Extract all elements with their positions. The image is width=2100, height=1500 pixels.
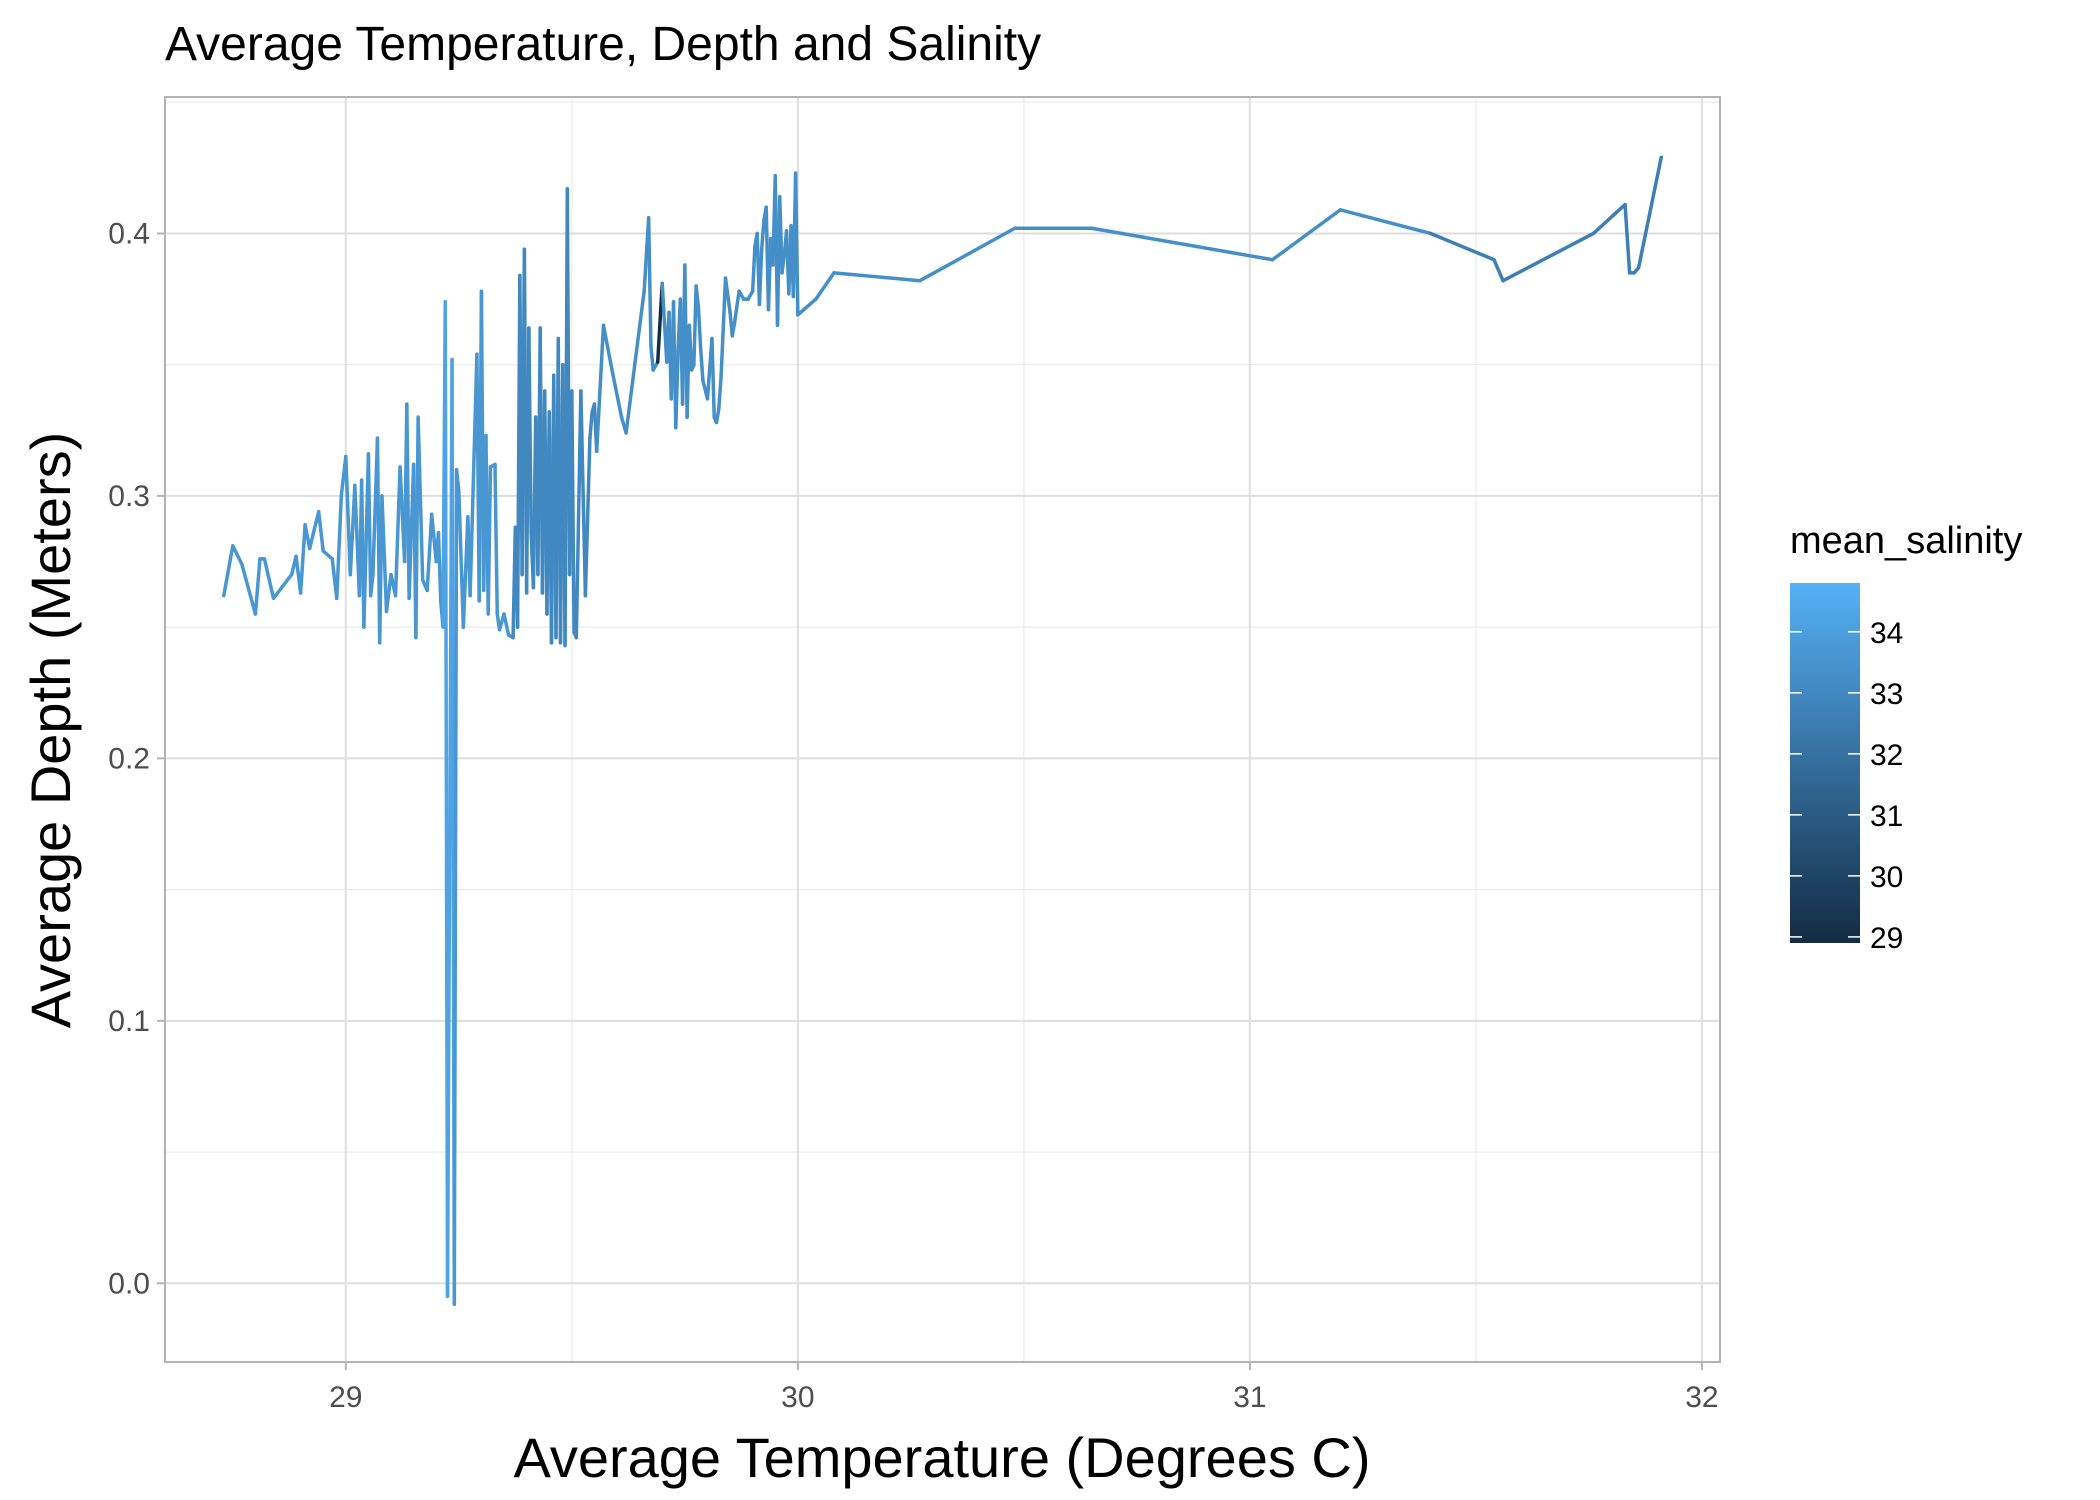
x-tick-label: 29 xyxy=(329,1381,362,1414)
series-line xyxy=(222,155,1663,1307)
line-segment xyxy=(583,436,592,598)
line-segment xyxy=(1089,226,1275,262)
line-segment xyxy=(719,276,728,380)
line-segment xyxy=(793,171,800,317)
legend-tick-label: 34 xyxy=(1870,617,1903,650)
line-segment xyxy=(316,509,325,553)
line-segment xyxy=(321,549,335,561)
line-segment xyxy=(723,276,732,314)
line-segment xyxy=(698,347,705,383)
y-axis: 0.0 0.1 0.2 0.3 0.4 xyxy=(108,217,165,1300)
line-segment xyxy=(1501,231,1596,283)
line-segment xyxy=(694,284,701,309)
line-segment xyxy=(380,494,389,614)
line-segment xyxy=(1338,208,1433,236)
plot-panel xyxy=(165,97,1720,1362)
line-segment xyxy=(1636,155,1663,270)
plot-border xyxy=(164,96,1721,1363)
major-gridlines xyxy=(165,97,1720,1362)
line-segment xyxy=(393,465,402,598)
legend-ticks: 29 30 31 32 33 34 xyxy=(1790,617,1903,955)
line-segment xyxy=(436,530,443,603)
line-segment xyxy=(1492,257,1505,283)
minor-gridlines xyxy=(165,97,1720,1362)
line-segment xyxy=(1428,231,1496,262)
line-segment xyxy=(262,557,276,601)
y-axis-title: Average Depth (Meters) xyxy=(19,432,82,1029)
line-segment xyxy=(222,544,235,598)
line-segment xyxy=(624,289,646,435)
line-segment xyxy=(601,323,615,375)
line-segment xyxy=(588,410,594,440)
x-tick-label: 30 xyxy=(781,1381,814,1414)
line-segment xyxy=(271,572,294,601)
line-segment xyxy=(384,572,393,614)
legend-tick-label: 29 xyxy=(1870,922,1903,955)
line-segment xyxy=(832,271,922,283)
y-tick-label: 0.4 xyxy=(108,217,150,250)
line-segment xyxy=(757,247,764,307)
line-segment xyxy=(759,218,766,251)
legend-title: mean_salinity xyxy=(1790,520,2022,562)
line-segment xyxy=(780,252,787,275)
line-segment xyxy=(750,244,757,293)
line-segment xyxy=(710,336,716,419)
line-segment xyxy=(687,323,694,372)
line-segment xyxy=(714,407,721,425)
line-segment xyxy=(814,271,836,301)
line-segment xyxy=(452,467,459,1307)
line-segment xyxy=(231,544,244,566)
legend: mean_salinity 29 30 31 32 33 34 xyxy=(1790,520,2022,955)
line-segment xyxy=(646,215,653,349)
line-segment xyxy=(416,415,425,582)
line-segment xyxy=(486,465,493,616)
line-segment xyxy=(527,326,533,535)
line-segment xyxy=(674,349,680,430)
line-segment xyxy=(454,467,461,493)
line-segment xyxy=(730,320,737,338)
line-segment xyxy=(253,557,262,616)
line-segment xyxy=(610,370,624,419)
line-segment xyxy=(570,389,576,635)
legend-colorbar xyxy=(1790,583,1860,943)
x-tick-label: 31 xyxy=(1233,1381,1266,1414)
line-segment xyxy=(1623,202,1632,275)
line-segment xyxy=(366,452,373,598)
line-segment xyxy=(918,226,1017,283)
line-segment xyxy=(649,344,655,372)
line-segment xyxy=(298,523,307,595)
x-axis: 29 30 31 32 xyxy=(329,1362,1719,1414)
line-segment xyxy=(240,562,258,616)
legend-tick-label: 30 xyxy=(1870,861,1903,894)
line-segment xyxy=(778,194,784,275)
y-tick-label: 0.1 xyxy=(108,1005,150,1038)
line-segment xyxy=(692,284,698,367)
legend-tick-label: 31 xyxy=(1870,800,1903,833)
line-segment xyxy=(368,572,375,598)
line-segment xyxy=(805,297,818,309)
line-segment xyxy=(502,612,511,637)
line-segment xyxy=(1270,208,1343,262)
line-segment xyxy=(335,494,344,601)
line-segment xyxy=(307,509,321,551)
x-axis-title: Average Temperature (Degrees C) xyxy=(513,1426,1370,1489)
line-segment xyxy=(594,323,606,454)
x-tick-label: 32 xyxy=(1685,1381,1718,1414)
legend-tick-label: 32 xyxy=(1870,739,1903,772)
line-segment xyxy=(493,462,499,616)
chart-title: Average Temperature, Depth and Salinity xyxy=(165,18,1041,71)
y-tick-label: 0.0 xyxy=(108,1267,150,1300)
line-segment xyxy=(425,512,434,593)
y-tick-label: 0.3 xyxy=(108,480,150,513)
legend-tick-label: 33 xyxy=(1870,678,1903,711)
y-tick-label: 0.2 xyxy=(108,742,150,775)
line-segment xyxy=(1591,202,1627,236)
line-segment xyxy=(796,305,809,317)
line-segment xyxy=(696,305,703,351)
line-segment xyxy=(732,289,741,325)
line-segment xyxy=(716,376,723,412)
